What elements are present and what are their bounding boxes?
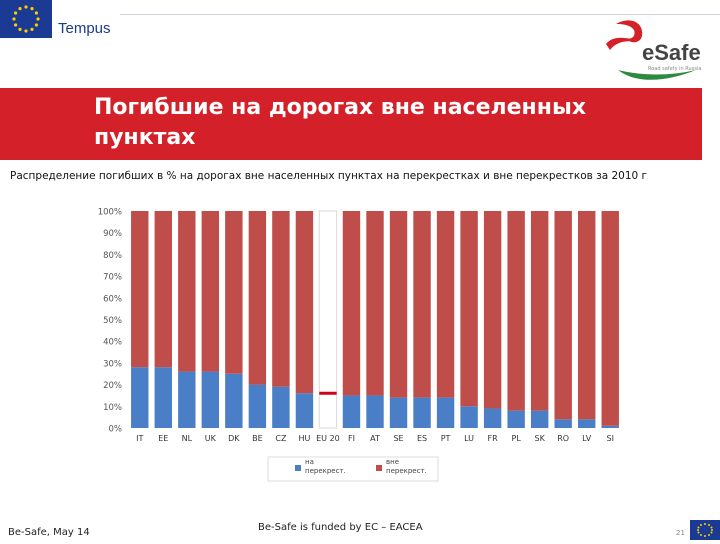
bar-at-junction — [413, 397, 431, 428]
footer-date: Be-Safe, May 14 — [8, 527, 90, 538]
bar-outside-junction — [295, 211, 314, 394]
bar-at-junction — [507, 410, 525, 428]
bar-at-junction — [460, 406, 478, 428]
page-number: 21 — [676, 529, 685, 537]
bar-at-junction — [154, 367, 172, 428]
bar-at-junction — [225, 373, 243, 428]
footer-funding-note: Be-Safe is funded by EC – EACEA — [258, 522, 423, 533]
y-tick-label: 80% — [103, 251, 122, 261]
eu-flag-small-logo — [690, 520, 720, 540]
y-tick-label: 30% — [103, 359, 122, 369]
x-tick-label: EE — [158, 434, 168, 443]
legend-label: вне перекрест. — [386, 458, 427, 475]
bar-at-junction — [201, 371, 220, 428]
bar-at-junction — [389, 397, 408, 428]
bar-at-junction — [530, 410, 549, 428]
bar-outside-junction — [178, 211, 196, 372]
x-tick-label: PL — [512, 434, 522, 443]
x-tick-label: SI — [607, 434, 614, 443]
bar-outside-junction — [601, 211, 619, 426]
x-tick-label: RO — [557, 434, 569, 443]
y-tick-label: 70% — [103, 273, 122, 283]
bar-at-junction — [554, 419, 572, 428]
x-tick-label: LV — [582, 434, 592, 443]
x-tick-label: FR — [488, 434, 499, 443]
bar-outside-junction — [530, 211, 549, 411]
bar-outside-junction — [554, 211, 572, 420]
bar-at-junction — [178, 371, 196, 428]
y-tick-label: 20% — [103, 381, 122, 391]
bar-at-junction — [601, 425, 619, 428]
bar-outside-junction — [366, 211, 384, 396]
y-tick-label: 60% — [103, 294, 122, 304]
bar-at-junction — [131, 367, 149, 428]
x-tick-label: SK — [535, 434, 546, 443]
legend-swatch — [295, 465, 301, 471]
x-tick-label: EU 20 — [316, 434, 340, 443]
eu-flag-logo — [0, 0, 52, 38]
title-banner — [0, 88, 702, 160]
chart-subtitle: Распределение погибших в % на дорогах вн… — [10, 170, 648, 182]
bar-outside-junction — [342, 211, 361, 396]
bar-at-junction — [248, 384, 267, 428]
x-tick-label: BE — [252, 434, 263, 443]
bar-outside-junction — [460, 211, 478, 407]
x-tick-label: CZ — [275, 434, 287, 443]
bar-at-junction — [366, 395, 384, 428]
x-tick-label: SE — [393, 434, 403, 443]
bar-outside-junction — [389, 211, 408, 398]
x-tick-label: ES — [417, 434, 427, 443]
y-tick-label: 100% — [98, 208, 122, 218]
esafe-swoosh-logo — [606, 20, 696, 80]
y-tick-label: 90% — [103, 229, 122, 239]
bar-outside-junction — [248, 211, 267, 385]
slide-title: Погибшие на дорогах вне населенных пункт… — [94, 95, 587, 150]
header-divider — [120, 14, 720, 15]
y-tick-label: 10% — [103, 403, 122, 413]
x-tick-label: FI — [348, 434, 355, 443]
tempus-logo-text: Tempus — [58, 20, 111, 37]
bar-outside-junction — [201, 211, 220, 372]
bar-outside-junction — [413, 211, 431, 398]
bar-at-junction — [272, 386, 290, 428]
bar-at-junction — [342, 395, 361, 428]
bar-eu20-outline — [318, 210, 338, 429]
bar-outside-junction — [436, 211, 455, 398]
bar-outside-junction — [507, 211, 525, 411]
bar-at-junction — [436, 397, 455, 428]
bar-at-junction — [483, 408, 502, 428]
y-tick-label: 0% — [109, 425, 123, 435]
bar-outside-junction — [225, 211, 243, 374]
x-tick-label: UK — [205, 434, 217, 443]
esafe-tagline: Road safety in Russia — [648, 66, 702, 72]
bar-at-junction — [295, 393, 314, 428]
bar-outside-junction — [272, 211, 290, 387]
x-tick-label: IT — [136, 434, 143, 443]
y-tick-label: 50% — [103, 316, 122, 326]
x-tick-label: LU — [464, 434, 474, 443]
y-tick-label: 40% — [103, 338, 122, 348]
esafe-brand-name: eSafe — [642, 40, 701, 65]
chart-container: 0% 10% 20% 30% 40% 50% 60% 70% 80% 90% 100% IT EE NL U… — [90, 199, 628, 486]
x-tick-label: NL — [182, 434, 193, 443]
bar-at-junction — [578, 419, 596, 428]
stacked-bar-chart: 0% 10% 20% 30% 40% 50% 60% 70% 80% 90% 100% IT EE NL U… — [98, 208, 619, 482]
x-tick-label: PT — [441, 434, 451, 443]
bar-outside-junction — [483, 211, 502, 409]
bar-outside-junction — [578, 211, 596, 420]
bar-outside-junction — [154, 211, 172, 368]
legend-label: на перекрест. — [305, 458, 346, 475]
bar-outside-junction — [131, 211, 149, 368]
x-tick-label: AT — [370, 434, 380, 443]
legend-swatch — [376, 465, 382, 471]
x-tick-label: HU — [298, 434, 310, 443]
x-tick-label: DK — [228, 434, 240, 443]
